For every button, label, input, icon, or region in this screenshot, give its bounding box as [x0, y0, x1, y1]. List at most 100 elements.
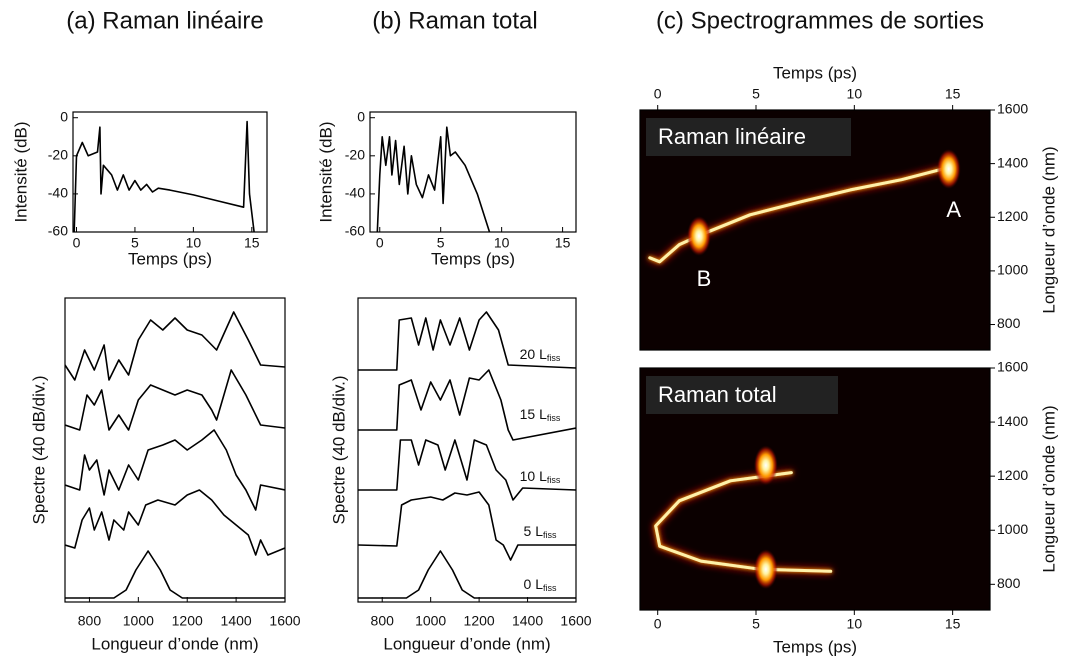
- y-tick-label: 0: [357, 108, 365, 124]
- inset-label: Raman linéaire: [658, 124, 806, 149]
- y-axis-label: Intensité (dB): [316, 121, 335, 222]
- hot-spot: [753, 549, 778, 590]
- x-tick-label: 1000: [123, 613, 154, 629]
- x-tick-label: 15: [244, 235, 260, 251]
- series-label: 0 Lfiss: [524, 576, 557, 594]
- trace: [358, 550, 576, 599]
- y-axis-label: Spectre (40 dB/div.): [29, 376, 48, 525]
- series-label-name: 20 L: [520, 346, 547, 362]
- trace: [358, 439, 576, 501]
- x-tick-label: 0: [73, 235, 81, 251]
- plot-area: [358, 311, 576, 599]
- x-tick-label: 5: [752, 86, 760, 102]
- axes-frame: [357, 297, 577, 603]
- label-box: [646, 376, 838, 414]
- y-tick-label: -20: [48, 147, 68, 163]
- series-label-name: 10 L: [520, 468, 547, 484]
- x-tick-label: 10: [494, 235, 510, 251]
- y-tick-label: -20: [345, 147, 365, 163]
- y-tick-label: 1000: [997, 262, 1028, 278]
- x-tick-label: 0: [654, 616, 662, 632]
- x-tick-label: 800: [78, 613, 102, 629]
- y-tick-label: -40: [345, 185, 365, 201]
- trace: [358, 491, 576, 561]
- x-axis-label: Temps (ps): [128, 249, 212, 268]
- x-tick-label: 1400: [221, 613, 252, 629]
- series-label-subscript: fiss: [547, 413, 561, 423]
- x-tick-label: 800: [371, 613, 395, 629]
- axes-frame: [639, 109, 991, 351]
- x-tick-label: 1200: [464, 613, 495, 629]
- x-axis-label: Temps (ps): [773, 637, 857, 656]
- trace: [65, 429, 285, 511]
- x-tick-label: 0: [654, 86, 662, 102]
- x-tick-label: 1600: [269, 613, 300, 629]
- series-label-subscript: fiss: [547, 475, 561, 485]
- series-label: 10 Lfiss: [520, 468, 561, 486]
- y-axis-label: Longueur d’onde (nm): [1039, 146, 1058, 313]
- x-axis-label: Temps (ps): [773, 63, 857, 82]
- x-axis-label: Temps (ps): [431, 249, 515, 268]
- trace: [65, 489, 285, 556]
- plot-area: [73, 120, 255, 232]
- axes-frame: [369, 111, 577, 233]
- plot-area: [654, 445, 833, 590]
- x-tick-label: 5: [437, 235, 445, 251]
- y-tick-label: -40: [48, 185, 68, 201]
- axes-frame: [64, 297, 286, 603]
- spot-label: B: [697, 266, 712, 291]
- x-tick-label: 15: [945, 616, 961, 632]
- y-axis-label: Intensité (dB): [11, 121, 30, 222]
- y-tick-label: 1400: [997, 154, 1028, 170]
- axes-frame: [639, 367, 991, 611]
- trace: [358, 369, 576, 441]
- axes-frame: [72, 111, 268, 233]
- hot-spot: [686, 216, 711, 257]
- label-box: [646, 118, 851, 156]
- x-tick-label: 0: [376, 235, 384, 251]
- series-label: 15 Lfiss: [520, 406, 561, 424]
- trace: [358, 311, 576, 371]
- series-label-name: 5 L: [524, 523, 544, 539]
- y-axis-label: Spectre (40 dB/div.): [329, 376, 348, 525]
- series-label-name: 0 L: [524, 576, 544, 592]
- x-tick-label: 10: [186, 235, 202, 251]
- plot-area: [376, 126, 491, 232]
- panel-title: (c) Spectrogrammes de sorties: [656, 7, 984, 34]
- y-tick-label: 1400: [997, 413, 1028, 429]
- y-tick-label: -60: [48, 223, 68, 239]
- plot-area: [65, 311, 285, 599]
- x-tick-label: 15: [555, 235, 571, 251]
- x-tick-label: 10: [847, 86, 863, 102]
- x-tick-label: 1600: [560, 613, 591, 629]
- hot-spot: [936, 148, 961, 189]
- trace: [65, 369, 285, 431]
- series-label-subscript: fiss: [547, 353, 561, 363]
- trace: [65, 550, 285, 599]
- x-tick-label: 5: [131, 235, 139, 251]
- panel-title: (b) Raman total: [372, 7, 537, 34]
- ridge: [648, 166, 949, 264]
- y-tick-label: 1600: [997, 359, 1028, 375]
- x-tick-label: 10: [847, 616, 863, 632]
- x-tick-label: 1000: [415, 613, 446, 629]
- y-tick-label: 800: [997, 575, 1021, 591]
- y-tick-label: 0: [60, 108, 68, 124]
- series-label-subscript: fiss: [543, 583, 557, 593]
- x-axis-label: Longueur d’onde (nm): [91, 634, 258, 653]
- ridge: [654, 471, 833, 573]
- y-tick-label: -60: [345, 223, 365, 239]
- trace: [65, 311, 285, 381]
- series-label: 5 Lfiss: [524, 523, 557, 541]
- x-tick-label: 5: [752, 616, 760, 632]
- x-tick-label: 1200: [172, 613, 203, 629]
- x-tick-label: 15: [945, 86, 961, 102]
- plot-area: [648, 148, 961, 264]
- y-tick-label: 800: [997, 315, 1021, 331]
- y-tick-label: 1200: [997, 467, 1028, 483]
- y-tick-label: 1600: [997, 101, 1028, 117]
- hot-spot: [753, 445, 778, 486]
- trace: [73, 120, 255, 232]
- y-tick-label: 1000: [997, 521, 1028, 537]
